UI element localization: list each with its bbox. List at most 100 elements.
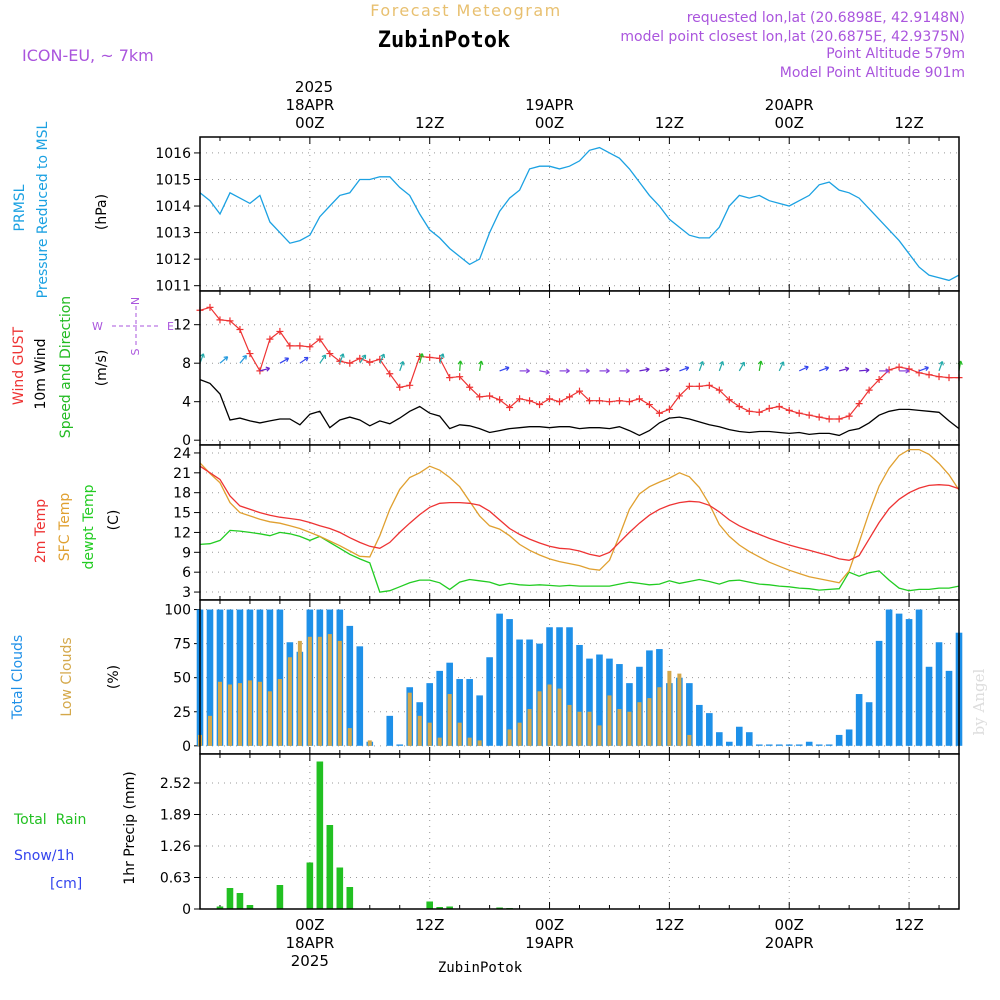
gust-marker [585,397,593,405]
low-cloud-bar [247,680,252,746]
temp-ytick-label: 15 [173,506,191,522]
total-cloud-bar [246,609,254,746]
top-time-label: 12Z [655,114,684,132]
total-cloud-bar [726,741,733,746]
total-cloud-bar [236,609,244,746]
gust-marker [665,405,673,413]
top-time-label: 19APR [525,96,574,114]
wind-direction-arrow [299,356,309,364]
top-time-label: 12Z [894,114,923,132]
wind-direction-arrow [279,357,289,364]
pressure-unit: (hPa) [94,194,110,230]
wind-unit: (m/s) [94,350,110,387]
sfc-temp-series-line [199,448,960,584]
total-cloud-bar [925,666,933,746]
precip-ytick-label: 0.63 [160,871,191,887]
precip-panel: 0 0.63 1.26 1.89 2.52 [160,753,960,918]
clouds-ytick-label: 75 [173,637,191,653]
wind-direction-arrow [479,360,482,371]
gust-marker [805,411,813,419]
low-cloud-bar [217,681,222,746]
low-cloud-bar [227,684,232,746]
total-cloud-bar [356,646,364,746]
wind-direction-arrowhead [779,361,785,366]
temperature-panel: 3 6 9 12 15 18 21 24 [173,444,960,601]
total-cloud-bar [835,734,843,746]
watermark: by Angel [970,668,988,735]
clouds-ytick-label: 50 [173,671,191,687]
low-cloud-bar [327,634,332,746]
dewpt-series-line [199,529,960,593]
gust-marker [705,381,713,389]
wind-direction-arrowhead [457,360,463,365]
point-altitude: Point Altitude 579m [826,46,965,62]
total-cloud-bar [905,619,913,746]
total-cloud-bar [276,609,284,746]
top-time-label: 20APR [765,96,814,114]
rain-bar [426,901,433,909]
total-cloud-bar [865,702,873,746]
precip-frame [199,753,960,910]
total-cloud-bar [486,657,493,746]
gust-marker [576,387,583,395]
wind-direction-arrow [219,356,229,364]
wind-direction-arrowhead [399,361,405,366]
wind-direction-arrowhead [339,353,345,358]
total-cloud-bar [226,609,234,746]
low-cloud-bar [617,709,622,746]
total-cloud-bar [775,744,783,746]
top-time-label: 00Z [295,114,324,132]
compass-s: S [129,348,142,355]
gust-marker [845,412,853,420]
low-cloud-bar [467,737,472,746]
low-cloud-bar [277,679,282,746]
total-cloud-bar [256,609,264,746]
total-cloud-bar [875,640,883,746]
total-cloud-bar [785,744,793,746]
gust-marker [765,404,773,412]
wind-direction-arrowhead [684,366,690,372]
rain-bar [236,893,244,909]
gust-marker [875,376,883,384]
gust-marker [745,407,753,415]
wind-direction-arrow [499,366,510,372]
wind-direction-arrowhead [418,353,425,358]
wind-direction-arrowhead [645,367,650,373]
precip-ytick-label: 0 [182,902,191,918]
top-time-label: 00Z [535,114,564,132]
rain-bar [226,888,234,909]
wind-ytick-label: 0 [182,433,191,449]
total-clouds-label: Total Clouds [10,635,26,720]
total-cloud-bar [596,654,603,746]
gust-marker [825,415,833,423]
footer-station: ZubinPotok [438,960,523,976]
total-cloud-bar [706,713,713,746]
pressure-ytick-label: 1016 [155,146,191,162]
gust-marker [605,398,613,406]
station-title: ZubinPotok [378,28,510,53]
gust-marker [526,397,534,405]
wind-direction-arrow [698,361,704,372]
temp-ytick-label: 12 [173,525,191,541]
total-cloud-bar [466,679,473,746]
gust-marker [625,398,633,406]
low-cloud-bar [637,702,642,746]
rain-bar [216,906,224,909]
low-cloud-bar [287,657,292,746]
total-cloud-bar [576,644,583,746]
wind-direction-arrowhead [565,368,570,374]
gust-marker [945,374,953,382]
wind-direction-arrowhead [321,354,327,360]
total-cloud-bar [765,744,773,746]
gust-marker [486,392,494,400]
rain-bar [446,906,453,909]
precip-ytick-label: 2.52 [160,776,191,792]
prmsl-series-line [199,146,960,282]
bottom-time-label: 12Z [655,916,684,934]
gust-marker [635,395,643,403]
gust-marker [426,353,434,361]
wind-direction-arrow [379,353,385,364]
gust-marker [336,357,344,365]
